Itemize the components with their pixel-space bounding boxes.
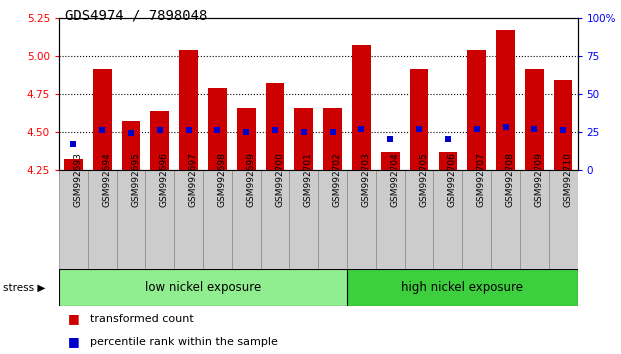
Text: stress ▶: stress ▶	[3, 282, 45, 293]
Text: GSM992702: GSM992702	[333, 153, 342, 207]
Text: GSM992694: GSM992694	[102, 153, 111, 207]
Bar	[468, 50, 486, 170]
Text: transformed count: transformed count	[90, 314, 194, 324]
Bar	[289, 170, 318, 269]
Bar	[203, 170, 232, 269]
Text: GSM992696: GSM992696	[160, 152, 169, 207]
Bar	[122, 121, 140, 170]
Text: high nickel exposure: high nickel exposure	[401, 281, 524, 294]
Bar	[520, 170, 549, 269]
Bar	[59, 269, 347, 306]
Bar	[294, 108, 313, 170]
Bar	[93, 69, 112, 170]
Bar	[232, 170, 261, 269]
Bar	[261, 170, 289, 269]
Bar	[266, 83, 284, 170]
Text: GSM992706: GSM992706	[448, 152, 457, 207]
Text: ■: ■	[68, 335, 80, 348]
Bar	[433, 170, 462, 269]
Bar	[145, 170, 175, 269]
Text: GSM992707: GSM992707	[477, 152, 486, 207]
Text: GSM992704: GSM992704	[390, 153, 399, 207]
Text: GSM992700: GSM992700	[275, 152, 284, 207]
Text: GSM992709: GSM992709	[534, 152, 543, 207]
Bar	[117, 170, 145, 269]
Text: GSM992699: GSM992699	[247, 152, 255, 207]
Bar	[496, 30, 515, 170]
Text: GSM992698: GSM992698	[217, 152, 227, 207]
Bar	[491, 170, 520, 269]
Bar	[525, 69, 543, 170]
Bar	[462, 170, 491, 269]
Bar	[150, 110, 169, 170]
Text: GSM992693: GSM992693	[73, 152, 83, 207]
Bar	[347, 170, 376, 269]
Text: ■: ■	[68, 312, 80, 325]
Text: GSM992695: GSM992695	[131, 152, 140, 207]
Bar	[64, 159, 83, 170]
Bar	[438, 152, 457, 170]
Text: GSM992697: GSM992697	[189, 152, 197, 207]
Text: GSM992705: GSM992705	[419, 152, 428, 207]
Bar	[175, 170, 203, 269]
Bar	[410, 69, 428, 170]
Bar	[381, 152, 400, 170]
Text: GDS4974 / 7898048: GDS4974 / 7898048	[65, 9, 208, 23]
Bar	[352, 45, 371, 170]
Bar	[88, 170, 117, 269]
Bar	[376, 170, 405, 269]
Bar	[318, 170, 347, 269]
Text: low nickel exposure: low nickel exposure	[145, 281, 261, 294]
Text: percentile rank within the sample: percentile rank within the sample	[90, 337, 278, 347]
Text: GSM992703: GSM992703	[361, 152, 371, 207]
Text: GSM992708: GSM992708	[505, 152, 515, 207]
Text: GSM992710: GSM992710	[563, 152, 572, 207]
Bar	[554, 80, 573, 170]
Bar	[347, 269, 578, 306]
Bar	[405, 170, 433, 269]
Bar	[59, 170, 88, 269]
Bar	[549, 170, 578, 269]
Text: GSM992701: GSM992701	[304, 152, 313, 207]
Bar	[179, 50, 198, 170]
Bar	[237, 108, 256, 170]
Bar	[208, 88, 227, 170]
Bar	[324, 108, 342, 170]
